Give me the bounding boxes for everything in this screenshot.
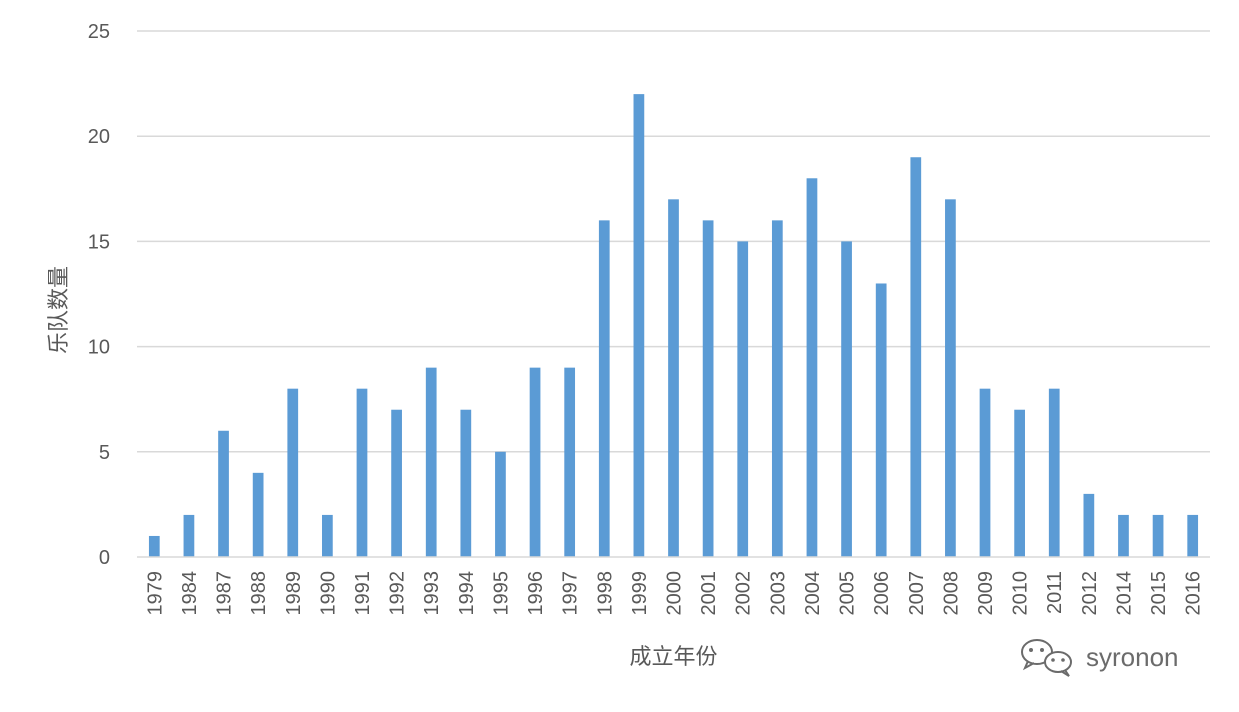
bar xyxy=(1152,514,1164,557)
y-axis-title: 乐队数量 xyxy=(46,266,71,354)
bar xyxy=(564,367,576,557)
x-tick-label: 1999 xyxy=(629,571,651,616)
bar xyxy=(875,283,887,557)
x-tick-label: 1989 xyxy=(283,571,305,616)
x-tick-label: 2005 xyxy=(837,571,859,616)
bar xyxy=(495,451,506,557)
x-tick-label: 1987 xyxy=(214,571,236,616)
bar xyxy=(1083,493,1095,557)
x-axis-ticks: 1979 1984 1987 1988 1989 1990 1991 1992 1993 1994… xyxy=(144,571,1204,616)
bar xyxy=(979,388,991,557)
bar xyxy=(1014,409,1025,557)
x-tick-label: 2012 xyxy=(1079,571,1101,616)
x-axis-title: 成立年份 xyxy=(629,644,717,669)
x-tick-label: 1993 xyxy=(421,571,443,616)
bar xyxy=(529,367,541,557)
x-tick-label: 1995 xyxy=(490,571,512,616)
x-tick-label: 2000 xyxy=(664,571,686,616)
bar xyxy=(356,388,368,557)
bar xyxy=(598,220,610,558)
x-tick-label: 1997 xyxy=(560,571,582,616)
bar xyxy=(668,199,679,557)
bar xyxy=(425,367,437,557)
watermark: syronon xyxy=(1021,639,1179,677)
x-tick-label: 2002 xyxy=(733,571,755,616)
x-tick-label: 1998 xyxy=(594,571,616,616)
x-tick-label: 2015 xyxy=(1148,571,1170,616)
x-tick-label: 2016 xyxy=(1183,571,1205,616)
bar xyxy=(737,241,749,557)
x-tick-label: 1979 xyxy=(144,571,166,616)
x-tick-label: 2007 xyxy=(906,571,928,616)
x-tick-label: 2011 xyxy=(1044,571,1066,614)
x-tick-label: 1996 xyxy=(525,571,547,616)
bar xyxy=(1048,388,1060,557)
x-tick-label: 1984 xyxy=(179,571,201,616)
y-tick-label: 0 xyxy=(99,547,110,569)
bar xyxy=(910,157,922,558)
x-tick-label: 2004 xyxy=(802,571,824,616)
bar xyxy=(218,430,229,557)
y-tick-label: 15 xyxy=(88,231,110,253)
y-tick-label: 25 xyxy=(88,21,110,43)
bar xyxy=(183,514,195,557)
x-tick-label: 2009 xyxy=(975,571,997,616)
bar xyxy=(322,514,333,557)
x-tick-label: 1988 xyxy=(248,571,270,616)
x-tick-label: 2008 xyxy=(940,571,962,616)
x-tick-label: 1994 xyxy=(456,571,478,616)
x-tick-label: 2006 xyxy=(871,571,893,616)
x-tick-label: 1991 xyxy=(352,571,374,616)
bar xyxy=(460,409,472,557)
bar xyxy=(1118,514,1129,557)
bar xyxy=(287,388,299,557)
y-tick-label: 10 xyxy=(88,337,110,359)
bar xyxy=(771,220,783,558)
bar xyxy=(702,220,714,558)
x-tick-label: 2010 xyxy=(1010,571,1032,616)
x-tick-label: 2001 xyxy=(698,571,720,616)
bars xyxy=(148,94,1199,558)
wechat-icon xyxy=(1021,639,1072,677)
bar xyxy=(148,535,160,557)
y-tick-label: 20 xyxy=(88,126,110,148)
bar xyxy=(945,199,956,557)
x-tick-label: 2014 xyxy=(1113,571,1135,616)
x-tick-label: 2003 xyxy=(767,571,789,616)
bar xyxy=(806,178,818,557)
x-tick-label: 1990 xyxy=(317,571,339,616)
bar xyxy=(841,241,852,557)
bar xyxy=(1187,514,1199,557)
x-tick-label: 1992 xyxy=(387,571,409,616)
y-axis-ticks: 0 5 10 15 20 25 xyxy=(88,21,110,569)
bar xyxy=(633,94,645,558)
y-tick-label: 5 xyxy=(99,442,110,464)
bar xyxy=(391,409,402,557)
watermark-text: syronon xyxy=(1086,642,1179,672)
bar xyxy=(252,472,264,557)
